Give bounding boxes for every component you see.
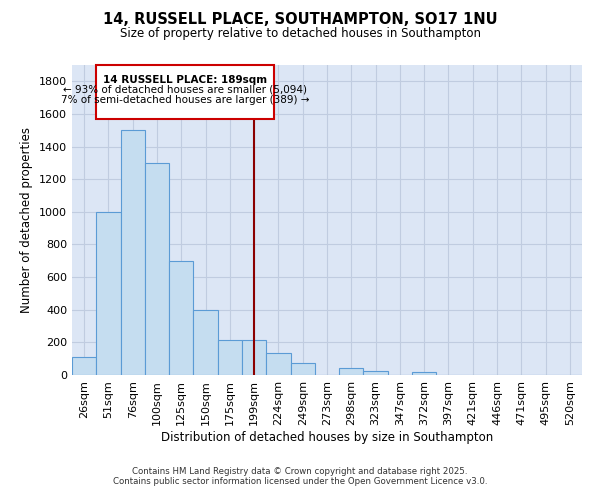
Y-axis label: Number of detached properties: Number of detached properties: [20, 127, 34, 313]
Text: ← 93% of detached houses are smaller (5,094): ← 93% of detached houses are smaller (5,…: [63, 84, 307, 94]
Text: 14, RUSSELL PLACE, SOUTHAMPTON, SO17 1NU: 14, RUSSELL PLACE, SOUTHAMPTON, SO17 1NU: [103, 12, 497, 28]
Bar: [72, 357, 96, 375]
Text: Contains public sector information licensed under the Open Government Licence v3: Contains public sector information licen…: [113, 477, 487, 486]
Bar: [121, 130, 145, 375]
Bar: [242, 340, 266, 375]
Bar: [218, 340, 242, 375]
X-axis label: Distribution of detached houses by size in Southampton: Distribution of detached houses by size …: [161, 430, 493, 444]
Text: Size of property relative to detached houses in Southampton: Size of property relative to detached ho…: [119, 28, 481, 40]
Text: 14 RUSSELL PLACE: 189sqm: 14 RUSSELL PLACE: 189sqm: [103, 75, 267, 85]
Text: 7% of semi-detached houses are larger (389) →: 7% of semi-detached houses are larger (3…: [61, 95, 309, 105]
Bar: [339, 368, 364, 375]
Bar: [266, 353, 290, 375]
Bar: [364, 371, 388, 375]
Bar: [169, 261, 193, 375]
Bar: [145, 163, 169, 375]
Bar: [412, 372, 436, 375]
Bar: [96, 212, 121, 375]
Text: Contains HM Land Registry data © Crown copyright and database right 2025.: Contains HM Land Registry data © Crown c…: [132, 467, 468, 476]
Bar: [193, 310, 218, 375]
Bar: [290, 363, 315, 375]
FancyBboxPatch shape: [96, 65, 274, 119]
